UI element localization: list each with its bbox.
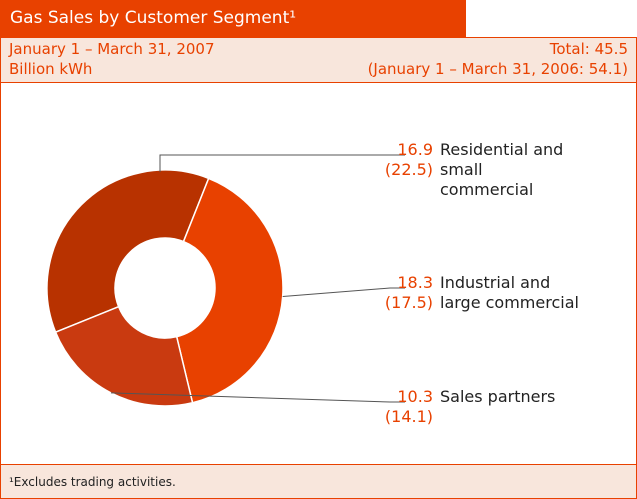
donut-segment [46, 169, 210, 334]
leader-line [159, 154, 405, 172]
category-label: Residential and small commercial [440, 140, 564, 199]
prior-period: (January 1 – March 31, 2006: 54.1) [367, 60, 628, 78]
value-label: 18.3 [397, 273, 433, 292]
footnote-text: ¹Excludes trading activities. [9, 475, 176, 489]
period: January 1 – March 31, 2007 [9, 40, 215, 58]
subtitle-band: January 1 – March 31, 2007 Billion kWh T… [0, 37, 637, 82]
title-bar: Gas Sales by Customer Segment¹ [0, 0, 466, 37]
category-label: Sales partners [440, 387, 556, 406]
category-label: Industrial and large commercial [440, 273, 579, 312]
chart-title: Gas Sales by Customer Segment¹ [10, 8, 297, 28]
donut-segment [175, 177, 284, 404]
value-label: 16.9 [397, 140, 433, 159]
value-label: 10.3 [397, 387, 433, 406]
prior-label: (17.5) [384, 293, 433, 312]
total: Total: 45.5 [549, 40, 628, 58]
leader-line [282, 287, 405, 297]
prior-label: (14.1) [384, 407, 433, 426]
unit: Billion kWh [9, 60, 93, 78]
leader-line [110, 392, 405, 403]
donut-segment [54, 305, 194, 407]
prior-label: (22.5) [384, 160, 433, 179]
